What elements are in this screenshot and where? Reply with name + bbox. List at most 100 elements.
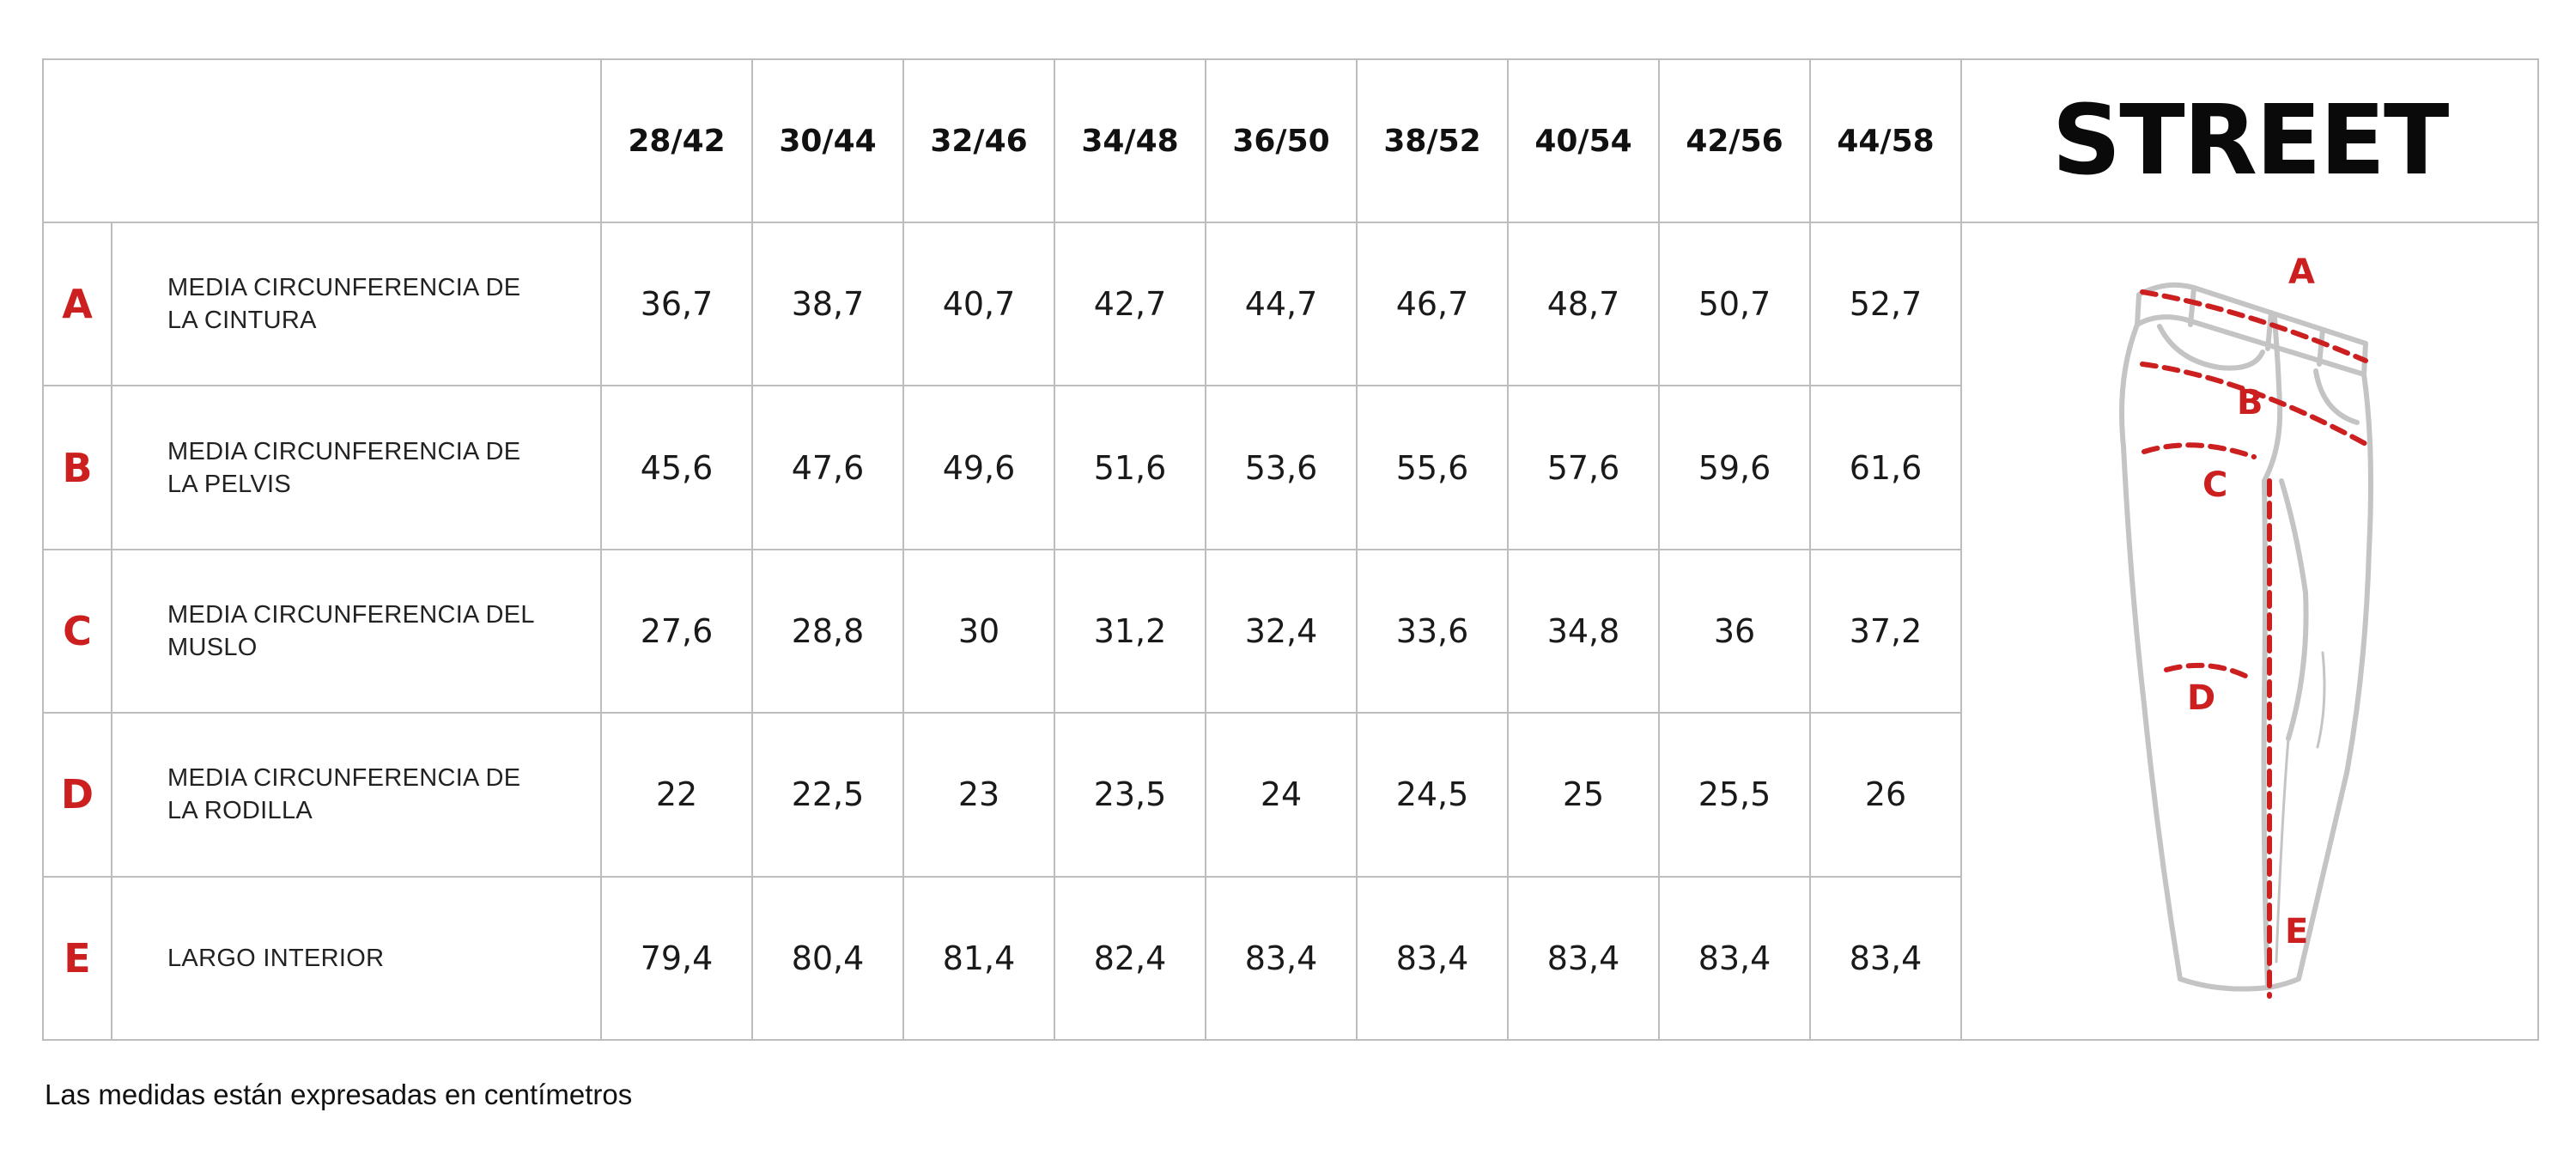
measurement-label: LARGO INTERIOR [167,942,545,975]
measurement-row-c: C MEDIA CIRCUNFERENCIA DEL MUSLO 27,6 28,… [42,548,2538,714]
label-cell: LARGO INTERIOR [111,875,602,1042]
letter-cell: D [42,712,112,878]
value-cell: 52,7 [1809,221,1962,387]
value-cell: 26 [1809,712,1962,878]
value-cell: 48,7 [1507,221,1660,387]
size-header: 42/56 [1658,58,1811,223]
illustration-cell: A B C D E [1960,222,2539,1041]
label-line: MEDIA CIRCUNFERENCIA DE [167,274,521,302]
label-line: LARGO INTERIOR [167,944,385,972]
size-header: 44/58 [1809,58,1962,223]
value-cell: 40,7 [902,221,1055,387]
measurement-label: MEDIA CIRCUNFERENCIA DE LA CINTURA [167,271,545,337]
value-cell: 61,6 [1809,385,1962,550]
diagram-label-d: D [2187,678,2215,718]
label-cell: MEDIA CIRCUNFERENCIA DE LA CINTURA [111,221,602,387]
jeans-outline [2119,282,2373,992]
value-cell: 46,7 [1356,221,1509,387]
value-cell: 23,5 [1054,712,1206,878]
value-cell: 83,4 [1356,875,1509,1042]
value-cell: 53,6 [1205,385,1358,550]
value-cell: 25,5 [1658,712,1811,878]
measurement-row-e: E LARGO INTERIOR 79,4 80,4 81,4 82,4 83,… [42,875,2538,1042]
jeans-measurement-icon: A B C D E [2119,252,2373,999]
measurement-letters: A B C D E [2187,252,2315,951]
measurement-letter: A [62,281,93,328]
label-line: LA PELVIS [167,470,292,498]
diagram-label-c: C [2202,465,2227,505]
value-cell: 44,7 [1205,221,1358,387]
size-header: 34/48 [1054,58,1206,223]
measurement-letter: B [62,444,93,491]
value-cell: 83,4 [1809,875,1962,1042]
label-line: LA CINTURA [167,307,317,335]
fit-name: STREET [2051,85,2450,197]
value-cell: 51,6 [1054,385,1206,550]
measurement-letter: C [63,607,92,654]
measurement-letter: D [60,771,94,818]
size-chart-table: 28/42 30/44 32/46 34/48 36/50 38/52 40/5… [42,58,2539,1042]
value-cell: 83,4 [1658,875,1811,1042]
value-cell: 22,5 [751,712,904,878]
label-cell: MEDIA CIRCUNFERENCIA DE LA RODILLA [111,712,602,878]
value-cell: 42,7 [1054,221,1206,387]
letter-cell: E [42,875,112,1042]
value-cell: 38,7 [751,221,904,387]
value-cell: 55,6 [1356,385,1509,550]
measurement-label: MEDIA CIRCUNFERENCIA DEL MUSLO [167,599,545,664]
value-cell: 45,6 [600,385,753,550]
header-row: 28/42 30/44 32/46 34/48 36/50 38/52 40/5… [42,58,2539,223]
diagram-label-e: E [2285,912,2308,951]
value-cell: 47,6 [751,385,904,550]
label-cell: MEDIA CIRCUNFERENCIA DEL MUSLO [111,548,602,714]
value-cell: 57,6 [1507,385,1660,550]
diagram-label-b: B [2237,383,2263,422]
units-footnote: Las medidas están expresadas en centímet… [45,1079,633,1110]
value-cell: 30 [902,548,1055,714]
size-header: 32/46 [902,58,1055,223]
measurement-row-b: B MEDIA CIRCUNFERENCIA DE LA PELVIS 45,6 … [42,385,2538,550]
measurement-letter: E [64,934,91,982]
measurement-row-d: D MEDIA CIRCUNFERENCIA DE LA RODILLA 22 2… [42,712,2538,878]
label-line: MEDIA CIRCUNFERENCIA DE [167,437,521,465]
header-blank-cell [42,58,602,223]
measurement-lines [2140,289,2370,999]
value-cell: 28,8 [751,548,904,714]
letter-cell: B [42,385,112,550]
value-cell: 79,4 [600,875,753,1042]
size-header: 28/42 [600,58,753,223]
value-cell: 59,6 [1658,385,1811,550]
label-line: MEDIA CIRCUNFERENCIA DEL [167,600,535,629]
measurement-label: MEDIA CIRCUNFERENCIA DE LA PELVIS [167,435,545,501]
value-cell: 25 [1507,712,1660,878]
value-cell: 37,2 [1809,548,1962,714]
value-cell: 33,6 [1356,548,1509,714]
diagram-label-a: A [2288,252,2315,292]
letter-cell: A [42,221,112,387]
measurement-row-a: A MEDIA CIRCUNFERENCIA DE LA CINTURA 36,7… [42,221,2539,1041]
brand-cell: STREET [1960,58,2539,223]
value-cell: 24,5 [1356,712,1509,878]
value-cell: 31,2 [1054,548,1206,714]
value-cell: 83,4 [1507,875,1660,1042]
value-cell: 36 [1658,548,1811,714]
value-cell: 83,4 [1205,875,1358,1042]
measurement-label: MEDIA CIRCUNFERENCIA DE LA RODILLA [167,762,545,827]
value-cell: 24 [1205,712,1358,878]
value-cell: 22 [600,712,753,878]
label-cell: MEDIA CIRCUNFERENCIA DE LA PELVIS [111,385,602,550]
letter-cell: C [42,548,112,714]
value-cell: 23 [902,712,1055,878]
value-cell: 49,6 [902,385,1055,550]
value-cell: 36,7 [600,221,753,387]
value-cell: 27,6 [600,548,753,714]
value-cell: 32,4 [1205,548,1358,714]
size-header: 36/50 [1205,58,1358,223]
size-header: 40/54 [1507,58,1660,223]
label-line: MEDIA CIRCUNFERENCIA DE [167,764,521,793]
size-header: 30/44 [751,58,904,223]
size-header: 38/52 [1356,58,1509,223]
value-cell: 81,4 [902,875,1055,1042]
value-cell: 50,7 [1658,221,1811,387]
value-cell: 34,8 [1507,548,1660,714]
